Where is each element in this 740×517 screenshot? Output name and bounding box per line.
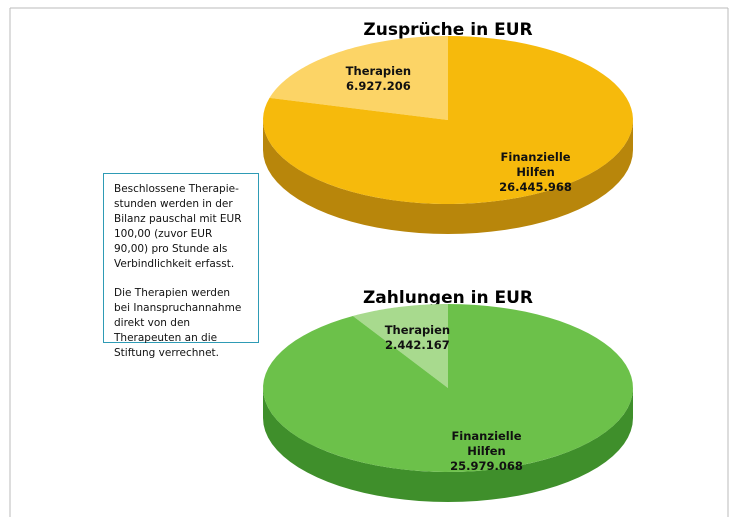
pie-slice	[263, 36, 633, 204]
slice-label-value: 2.442.167	[385, 337, 450, 352]
slice-label-value: 25.979.068	[450, 458, 523, 473]
slice-label: Finanzielle Hilfen 26.445.968	[481, 150, 591, 195]
note-paragraph: Die Therapien werden bei Inanspruchannah…	[114, 287, 242, 359]
pie-side	[263, 120, 633, 234]
note-paragraph: Beschlossene Therapie-stunden werden in …	[114, 183, 242, 270]
pie-slice	[269, 36, 448, 120]
chart-title: Zusprüche in EUR	[363, 20, 532, 40]
slice-label: Finanzielle Hilfen 25.979.068	[431, 429, 541, 474]
slice-label-value: 26.445.968	[499, 179, 572, 194]
note-box: Beschlossene Therapie-stunden werden in …	[103, 173, 259, 359]
pie-slice	[263, 304, 633, 472]
slice-label-value: 6.927.206	[346, 78, 411, 93]
slice-label: Therapien 6.927.206	[323, 64, 433, 94]
slice-label-name: Finanzielle Hilfen	[451, 428, 522, 458]
chart-title: Zahlungen in EUR	[363, 288, 533, 308]
slice-label-name: Therapien	[384, 322, 451, 337]
slice-label-name: Finanzielle Hilfen	[500, 149, 571, 179]
slice-label-name: Therapien	[345, 63, 412, 78]
pie-side	[263, 388, 633, 502]
pie-slice	[352, 304, 448, 388]
slice-label: Therapien 2.442.167	[362, 323, 472, 353]
